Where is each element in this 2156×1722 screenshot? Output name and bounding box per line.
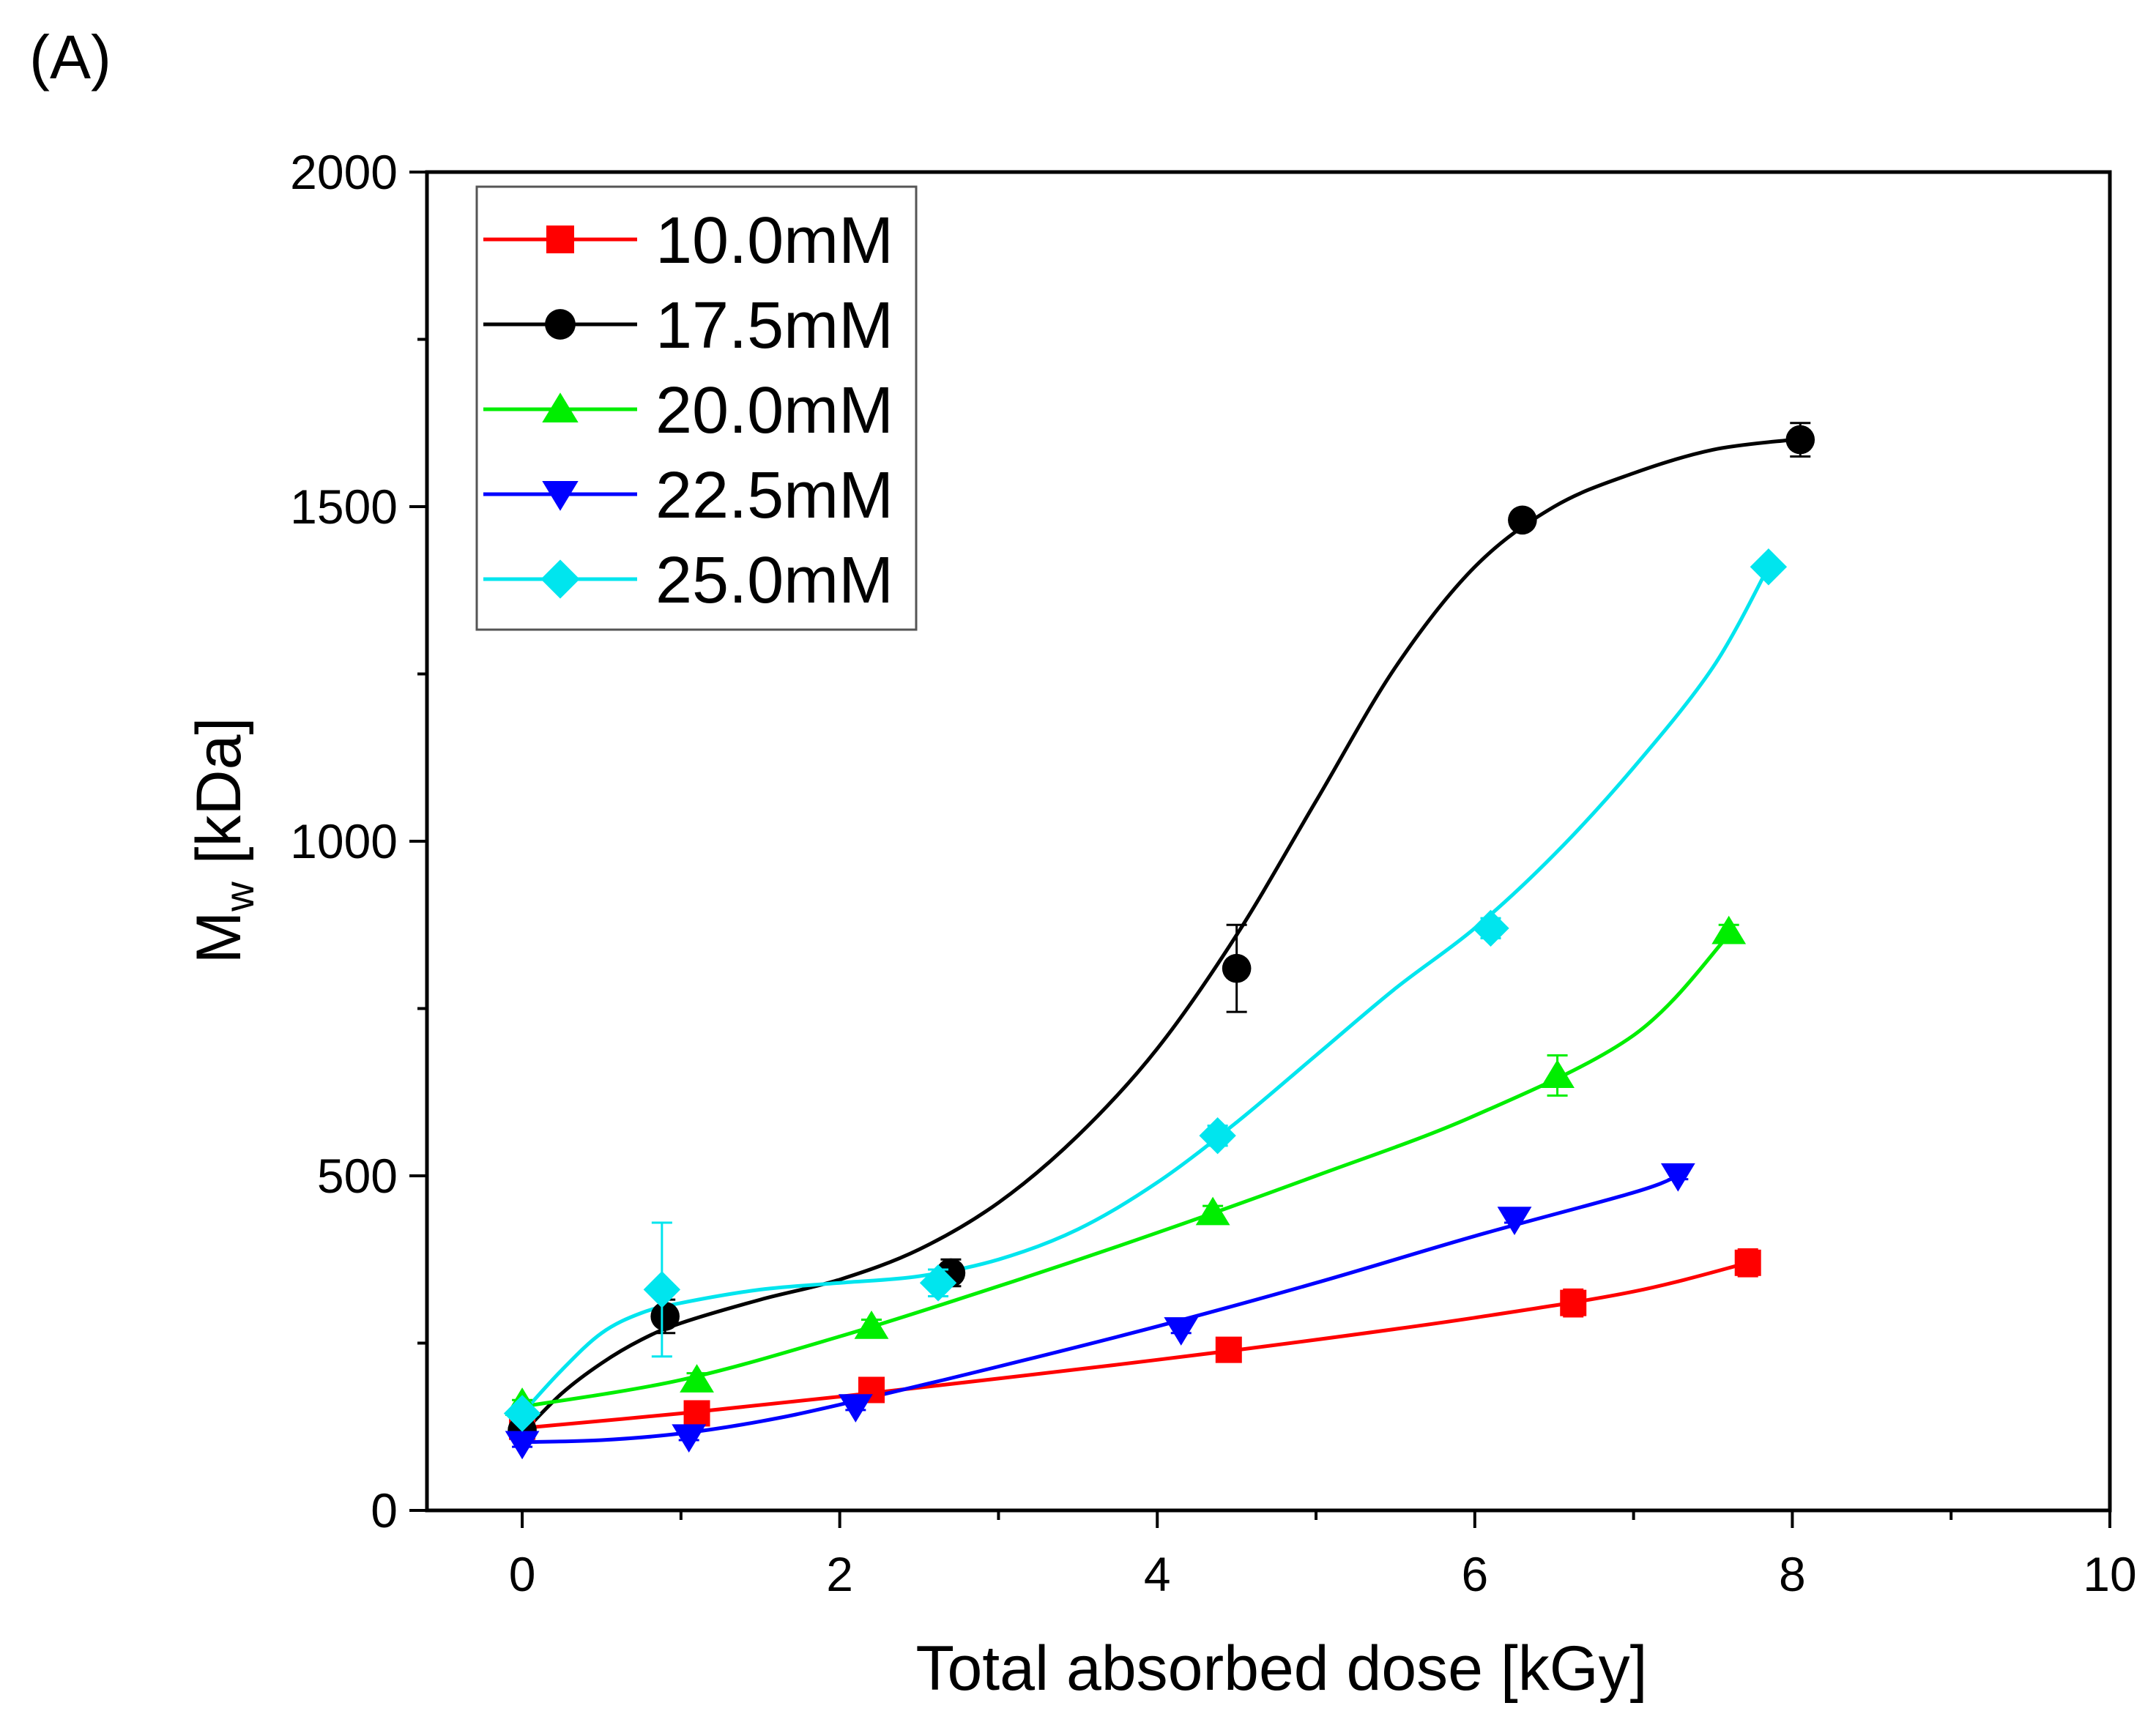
data-point-22.5mM	[1164, 1317, 1199, 1346]
legend-marker-20.0mM	[542, 392, 579, 423]
x-tick-label: 6	[1461, 1547, 1488, 1601]
y-axis-title-main: M	[184, 912, 254, 964]
legend-marker-25.0mM	[540, 559, 580, 599]
data-point-25.0mM	[643, 1271, 681, 1308]
y-tick-label: 1500	[290, 480, 398, 534]
data-point-22.5mM	[838, 1394, 873, 1423]
data-point-10.0mM	[1734, 1249, 1761, 1276]
legend-label-17.5mM: 17.5mM	[655, 289, 893, 362]
data-point-25.0mM	[919, 1264, 957, 1302]
data-point-22.5mM	[1497, 1207, 1532, 1236]
legend-marker-17.5mM	[545, 309, 576, 340]
y-tick-label: 2000	[290, 145, 398, 199]
data-point-20.0mM	[1540, 1059, 1575, 1088]
y-axis-title-unit: [kDa]	[184, 718, 254, 882]
legend-label-22.5mM: 22.5mM	[655, 459, 893, 532]
data-point-25.0mM	[1750, 548, 1788, 586]
legend-marker-10.0mM	[546, 225, 574, 253]
data-point-25.0mM	[503, 1395, 541, 1432]
data-point-17.5mM	[1222, 953, 1252, 983]
x-tick-label: 8	[1779, 1547, 1806, 1601]
axis-ticks: 0 2 4 6 8 10 0 500 1000 1500 2000	[290, 145, 2137, 1601]
data-markers	[503, 422, 1815, 1460]
legend-label-25.0mM: 25.0mM	[655, 544, 893, 617]
data-point-10.0mM	[1560, 1289, 1587, 1316]
x-tick-label: 2	[826, 1547, 853, 1601]
y-axis-title-subscript: w	[216, 881, 262, 912]
fit-curve-20.0mM	[521, 933, 1731, 1409]
data-point-20.0mM	[680, 1364, 714, 1393]
panel-label: (A)	[29, 23, 111, 92]
data-point-17.5mM	[1785, 425, 1815, 455]
y-tick-label: 500	[317, 1149, 398, 1203]
x-axis-title: Total absorbed dose [kGy]	[915, 1633, 1647, 1704]
data-point-22.5mM	[1660, 1163, 1695, 1192]
data-point-10.0mM	[683, 1400, 710, 1427]
data-point-20.0mM	[854, 1311, 889, 1339]
legend-marker-22.5mM	[542, 480, 579, 511]
y-tick-label: 0	[371, 1483, 398, 1538]
fit-curve-25.0mM	[521, 566, 1771, 1415]
fit-curve-17.5mM	[521, 438, 1793, 1435]
x-tick-label: 4	[1144, 1547, 1171, 1601]
data-point-17.5mM	[650, 1302, 680, 1331]
data-point-20.0mM	[1711, 915, 1747, 944]
data-point-22.5mM	[505, 1431, 540, 1460]
data-point-17.5mM	[1508, 505, 1537, 535]
x-tick-label: 0	[509, 1547, 536, 1601]
data-point-22.5mM	[672, 1424, 707, 1453]
data-point-25.0mM	[1199, 1117, 1236, 1155]
data-point-10.0mM	[1215, 1336, 1242, 1363]
legend-label-20.0mM: 20.0mM	[655, 374, 893, 447]
y-tick-label: 1000	[290, 814, 398, 868]
data-point-25.0mM	[1472, 909, 1509, 947]
y-axis-title: Mw [kDa]	[184, 718, 262, 964]
data-point-20.0mM	[1195, 1196, 1230, 1226]
legend: 10.0mM 17.5mM 20.0mM 22.5mM 25.0mM	[475, 185, 918, 631]
x-tick-label: 10	[2083, 1547, 2136, 1601]
legend-label-10.0mM: 10.0mM	[655, 204, 893, 277]
